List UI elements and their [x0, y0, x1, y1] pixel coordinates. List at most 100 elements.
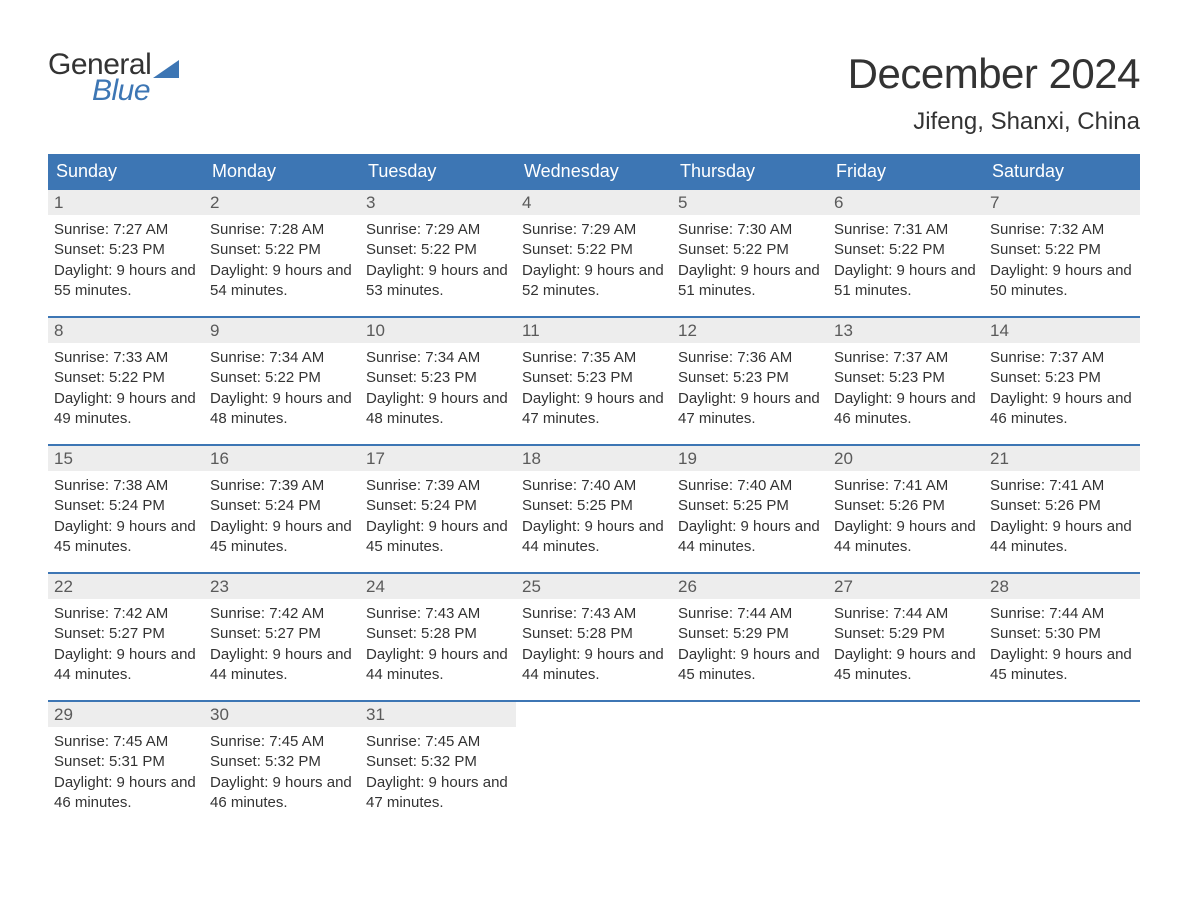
sunrise-line: Sunrise: 7:37 AM: [834, 348, 978, 368]
day-number: 28: [990, 577, 1009, 596]
daylight-line: Daylight: 9 hours and 50 minutes.: [990, 261, 1134, 302]
daylight-line: Daylight: 9 hours and 44 minutes.: [522, 645, 666, 686]
day-number: 4: [522, 193, 531, 212]
day-number-row: 7: [984, 190, 1140, 215]
daylight-line: Daylight: 9 hours and 46 minutes.: [210, 773, 354, 814]
day-body: Sunrise: 7:44 AMSunset: 5:29 PMDaylight:…: [828, 599, 984, 690]
calendar-day: 9 Sunrise: 7:34 AMSunset: 5:22 PMDaylight…: [204, 318, 360, 444]
sunset-line: Sunset: 5:25 PM: [678, 496, 822, 516]
daylight-line: Daylight: 9 hours and 45 minutes.: [54, 517, 198, 558]
calendar: SundayMondayTuesdayWednesdayThursdayFrid…: [48, 154, 1140, 828]
day-body: Sunrise: 7:38 AMSunset: 5:24 PMDaylight:…: [48, 471, 204, 562]
day-number-row: 31: [360, 702, 516, 727]
sunset-line: Sunset: 5:27 PM: [210, 624, 354, 644]
sunset-line: Sunset: 5:23 PM: [54, 240, 198, 260]
day-number: 9: [210, 321, 219, 340]
day-number-row: 28: [984, 574, 1140, 599]
day-number: 8: [54, 321, 63, 340]
day-body: Sunrise: 7:28 AMSunset: 5:22 PMDaylight:…: [204, 215, 360, 306]
day-number-row: 10: [360, 318, 516, 343]
day-body: Sunrise: 7:30 AMSunset: 5:22 PMDaylight:…: [672, 215, 828, 306]
calendar-day: 30Sunrise: 7:45 AMSunset: 5:32 PMDayligh…: [204, 702, 360, 828]
day-number: 2: [210, 193, 219, 212]
day-number-row: 22: [48, 574, 204, 599]
sunset-line: Sunset: 5:28 PM: [522, 624, 666, 644]
calendar-day: [984, 702, 1140, 828]
day-number-row: 14: [984, 318, 1140, 343]
day-number: 12: [678, 321, 697, 340]
sunset-line: Sunset: 5:28 PM: [366, 624, 510, 644]
day-number-row: 11: [516, 318, 672, 343]
weekday-header: Tuesday: [360, 154, 516, 188]
sunset-line: Sunset: 5:29 PM: [834, 624, 978, 644]
daylight-line: Daylight: 9 hours and 48 minutes.: [210, 389, 354, 430]
sunset-line: Sunset: 5:26 PM: [834, 496, 978, 516]
day-number: 25: [522, 577, 541, 596]
calendar-day: 8Sunrise: 7:33 AMSunset: 5:22 PMDaylight…: [48, 318, 204, 444]
calendar-week: 15Sunrise: 7:38 AMSunset: 5:24 PMDayligh…: [48, 444, 1140, 572]
day-number: 30: [210, 705, 229, 724]
day-number: 19: [678, 449, 697, 468]
day-body: Sunrise: 7:29 AMSunset: 5:22 PMDaylight:…: [516, 215, 672, 306]
sunset-line: Sunset: 5:27 PM: [54, 624, 198, 644]
day-body: Sunrise: 7:37 AMSunset: 5:23 PMDaylight:…: [984, 343, 1140, 434]
sunset-line: Sunset: 5:22 PM: [522, 240, 666, 260]
day-body: Sunrise: 7:45 AMSunset: 5:32 PMDaylight:…: [360, 727, 516, 818]
calendar-day: 19 Sunrise: 7:40 AMSunset: 5:25 PMDayligh…: [672, 446, 828, 572]
sunset-line: Sunset: 5:22 PM: [54, 368, 198, 388]
daylight-line: Daylight: 9 hours and 54 minutes.: [210, 261, 354, 302]
logo-text-2: Blue: [48, 76, 179, 106]
calendar-week: 8Sunrise: 7:33 AMSunset: 5:22 PMDaylight…: [48, 316, 1140, 444]
sunrise-line: Sunrise: 7:41 AM: [990, 476, 1134, 496]
calendar-week: 22Sunrise: 7:42 AMSunset: 5:27 PMDayligh…: [48, 572, 1140, 700]
sunset-line: Sunset: 5:22 PM: [678, 240, 822, 260]
calendar-day: 4 Sunrise: 7:29 AMSunset: 5:22 PMDaylight…: [516, 190, 672, 316]
calendar-day: 26Sunrise: 7:44 AMSunset: 5:29 PMDayligh…: [672, 574, 828, 700]
day-number-row: 8: [48, 318, 204, 343]
day-number-row: 4: [516, 190, 672, 215]
day-body: Sunrise: 7:45 AMSunset: 5:31 PMDaylight:…: [48, 727, 204, 818]
calendar-day: 10Sunrise: 7:34 AMSunset: 5:23 PMDayligh…: [360, 318, 516, 444]
daylight-line: Daylight: 9 hours and 46 minutes.: [54, 773, 198, 814]
day-number-row: 17: [360, 446, 516, 471]
day-body: Sunrise: 7:40 AMSunset: 5:25 PMDaylight:…: [672, 471, 828, 562]
calendar-day: 6Sunrise: 7:31 AMSunset: 5:22 PMDaylight…: [828, 190, 984, 316]
calendar-day: 24Sunrise: 7:43 AMSunset: 5:28 PMDayligh…: [360, 574, 516, 700]
calendar-day: 3Sunrise: 7:29 AMSunset: 5:22 PMDaylight…: [360, 190, 516, 316]
sunset-line: Sunset: 5:22 PM: [366, 240, 510, 260]
daylight-line: Daylight: 9 hours and 44 minutes.: [522, 517, 666, 558]
day-number-row: 9: [204, 318, 360, 343]
day-body: Sunrise: 7:29 AMSunset: 5:22 PMDaylight:…: [360, 215, 516, 306]
sunrise-line: Sunrise: 7:35 AM: [522, 348, 666, 368]
calendar-day: 20Sunrise: 7:41 AMSunset: 5:26 PMDayligh…: [828, 446, 984, 572]
page-title: December 2024: [848, 50, 1140, 98]
sunrise-line: Sunrise: 7:36 AM: [678, 348, 822, 368]
sunset-line: Sunset: 5:23 PM: [366, 368, 510, 388]
day-body: Sunrise: 7:34 AMSunset: 5:22 PMDaylight:…: [204, 343, 360, 434]
day-number-row: 3: [360, 190, 516, 215]
daylight-line: Daylight: 9 hours and 47 minutes.: [522, 389, 666, 430]
calendar-day: 18Sunrise: 7:40 AMSunset: 5:25 PMDayligh…: [516, 446, 672, 572]
sunrise-line: Sunrise: 7:34 AM: [366, 348, 510, 368]
weekday-header: Thursday: [672, 154, 828, 188]
sunset-line: Sunset: 5:23 PM: [990, 368, 1134, 388]
day-number: 29: [54, 705, 73, 724]
sunset-line: Sunset: 5:22 PM: [210, 368, 354, 388]
daylight-line: Daylight: 9 hours and 45 minutes.: [366, 517, 510, 558]
calendar-day: 23Sunrise: 7:42 AMSunset: 5:27 PMDayligh…: [204, 574, 360, 700]
sunrise-line: Sunrise: 7:44 AM: [678, 604, 822, 624]
daylight-line: Daylight: 9 hours and 44 minutes.: [990, 517, 1134, 558]
sunrise-line: Sunrise: 7:32 AM: [990, 220, 1134, 240]
day-number: 13: [834, 321, 853, 340]
sunrise-line: Sunrise: 7:40 AM: [678, 476, 822, 496]
sunset-line: Sunset: 5:22 PM: [834, 240, 978, 260]
logo: General Blue: [48, 50, 179, 106]
sunrise-line: Sunrise: 7:43 AM: [366, 604, 510, 624]
weeks-container: 1Sunrise: 7:27 AMSunset: 5:23 PMDaylight…: [48, 188, 1140, 828]
calendar-day: 31Sunrise: 7:45 AMSunset: 5:32 PMDayligh…: [360, 702, 516, 828]
sunrise-line: Sunrise: 7:29 AM: [522, 220, 666, 240]
day-number-row: 21: [984, 446, 1140, 471]
day-number: 1: [54, 193, 63, 212]
weekday-header: Sunday: [48, 154, 204, 188]
day-number-row: 5: [672, 190, 828, 215]
